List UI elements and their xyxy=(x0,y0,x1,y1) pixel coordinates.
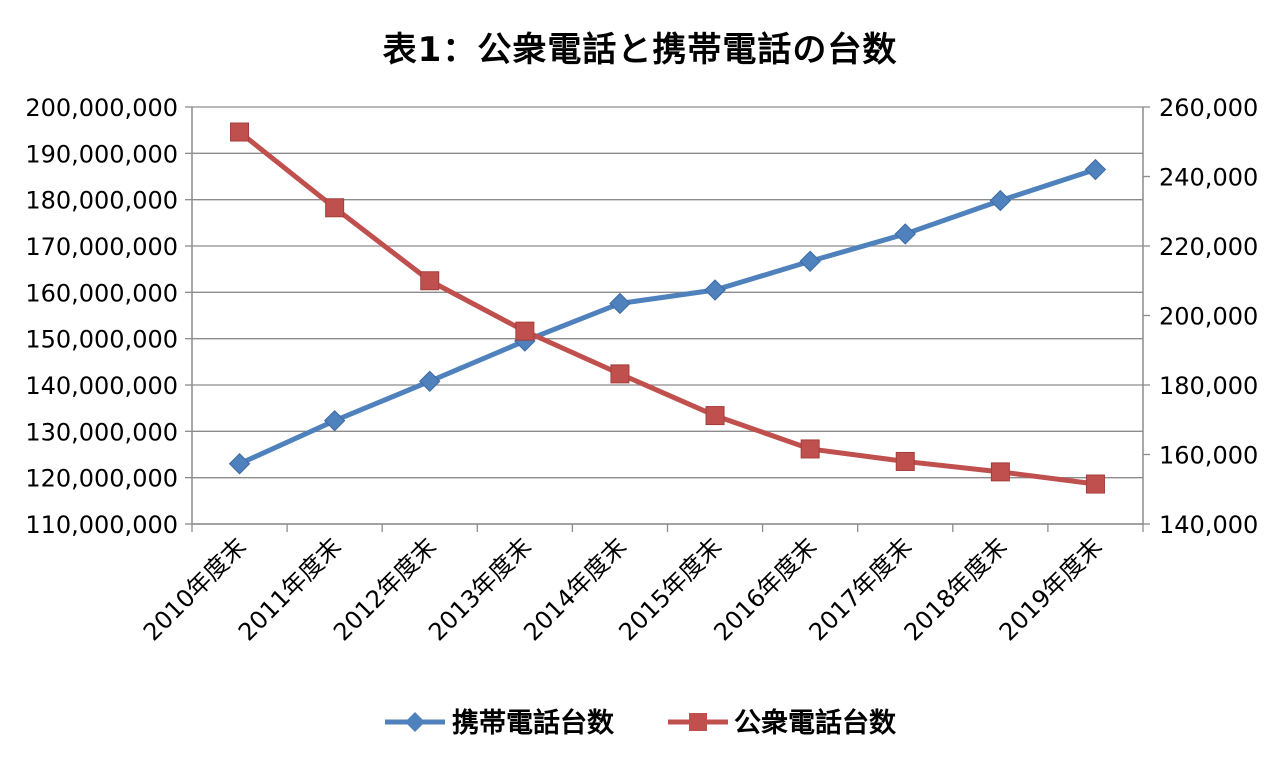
y-right-tick-label: 260,000 xyxy=(1159,94,1258,122)
data-point xyxy=(1085,474,1105,494)
data-point xyxy=(895,451,915,471)
y-right-tick-label: 200,000 xyxy=(1159,303,1258,331)
data-point xyxy=(800,439,820,459)
y-left-tick-label: 170,000,000 xyxy=(25,233,178,261)
y-left-tick-label: 200,000,000 xyxy=(25,94,178,122)
data-point xyxy=(609,292,631,315)
legend-label: 公衆電話台数 xyxy=(734,707,897,739)
y-right-tick-label: 160,000 xyxy=(1159,442,1258,470)
y-left-tick-label: 130,000,000 xyxy=(25,418,178,446)
data-point xyxy=(230,122,250,142)
y-left-tick-label: 150,000,000 xyxy=(25,326,178,354)
y-left-tick-label: 160,000,000 xyxy=(25,279,178,307)
data-point xyxy=(705,406,725,426)
data-point xyxy=(894,223,916,245)
chart-title: 表1：公衆電話と携帯電話の台数 xyxy=(382,30,898,70)
data-point xyxy=(610,364,630,384)
legend-label: 携帯電話台数 xyxy=(452,707,615,739)
data-point xyxy=(1084,158,1107,181)
data-point xyxy=(323,409,346,432)
y-right-tick-label: 140,000 xyxy=(1159,511,1258,539)
data-point xyxy=(515,321,535,341)
y-left-tick-label: 190,000,000 xyxy=(25,140,178,168)
data-point xyxy=(990,462,1010,482)
data-point xyxy=(420,271,440,291)
data-point xyxy=(325,198,345,218)
y-left-tick-label: 140,000,000 xyxy=(25,372,178,400)
y-left-tick-label: 180,000,000 xyxy=(25,187,178,215)
y-right-tick-label: 240,000 xyxy=(1159,164,1258,192)
y-right-tick-label: 180,000 xyxy=(1159,372,1258,400)
y-left-tick-label: 110,000,000 xyxy=(25,511,178,539)
data-point xyxy=(799,250,821,272)
data-point xyxy=(704,279,726,301)
data-point xyxy=(228,453,251,475)
series-line xyxy=(237,130,1096,487)
data-point xyxy=(989,189,1012,212)
data-point xyxy=(419,370,441,393)
y-right-tick-label: 220,000 xyxy=(1159,233,1258,261)
x-tick-label: 2019年度末 xyxy=(994,532,1108,646)
legend-marker xyxy=(689,713,707,731)
y-left-tick-label: 120,000,000 xyxy=(25,465,178,493)
series-line xyxy=(238,167,1097,467)
legend-marker xyxy=(405,712,425,732)
